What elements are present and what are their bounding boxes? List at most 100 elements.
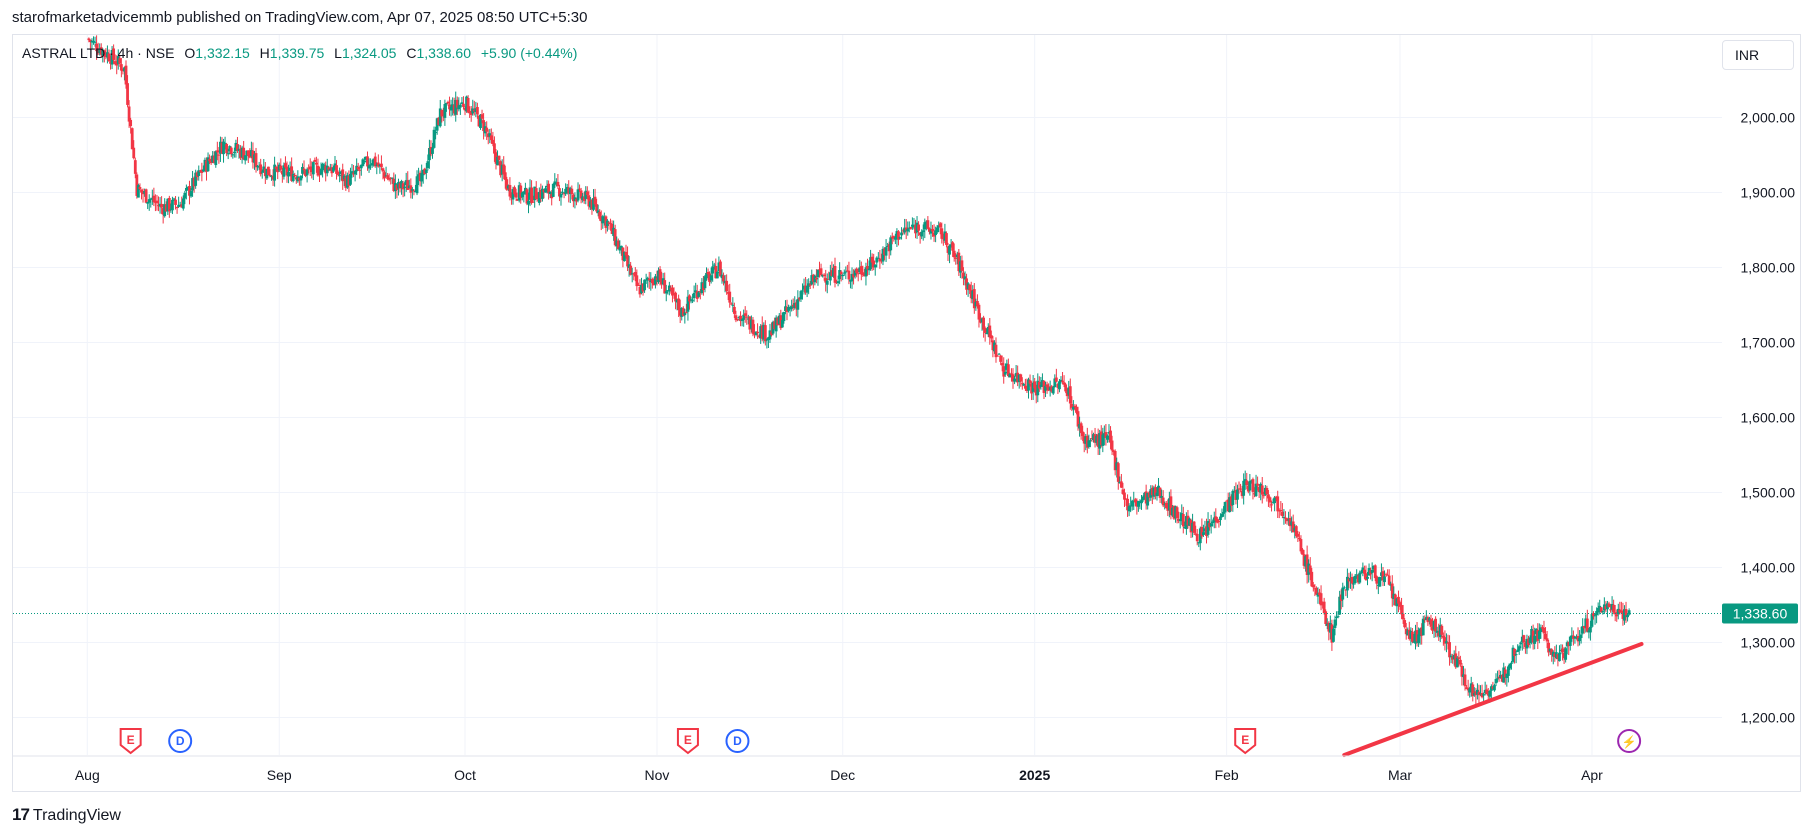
candle-body-up xyxy=(1627,610,1631,615)
candle-body-up xyxy=(993,342,996,352)
candle-body-up xyxy=(1616,608,1620,615)
candle-body-down xyxy=(708,273,712,283)
candle-body-down xyxy=(578,188,581,190)
candle-body-up xyxy=(253,154,256,163)
chart-frame[interactable] xyxy=(12,34,1801,792)
candle-body-down xyxy=(107,53,111,62)
candle-body-down xyxy=(968,284,972,291)
candle-body-up xyxy=(523,187,527,193)
candle-body-up xyxy=(720,274,724,279)
candle-body-up xyxy=(712,264,716,266)
candle-body-up xyxy=(1236,489,1239,500)
candle-body-up xyxy=(181,198,185,209)
candle-body-up xyxy=(584,190,588,199)
candle-body-up xyxy=(1157,485,1160,493)
candle-body-up xyxy=(544,188,547,193)
candle-body-down xyxy=(633,272,637,277)
candle-body-down xyxy=(647,278,651,281)
candle-body-down xyxy=(684,312,688,314)
candle-body-down xyxy=(839,271,843,275)
candle-body-down xyxy=(389,177,393,179)
candle-body-up xyxy=(1602,604,1606,611)
candle-body-up xyxy=(1163,504,1167,506)
tradingview-footer[interactable]: 17 TradingView xyxy=(12,805,121,825)
x-tick-label: 2025 xyxy=(1019,767,1050,783)
candle-body-up xyxy=(537,191,541,203)
candle-body-up xyxy=(1222,511,1225,514)
candle-body-down xyxy=(779,315,783,329)
candle-body-down xyxy=(635,275,639,287)
candle-body-up xyxy=(1428,618,1431,621)
candle-body-down xyxy=(175,207,179,209)
candle-body-up xyxy=(793,302,797,308)
candle-body-down xyxy=(794,302,798,309)
candle-body-up xyxy=(1039,384,1043,387)
candle-body-down xyxy=(1262,495,1266,497)
candle-body-down xyxy=(1401,613,1405,620)
candle-body-down xyxy=(1076,411,1080,427)
currency-button[interactable]: INR xyxy=(1722,40,1794,70)
candle-body-up xyxy=(191,178,194,191)
candle-body-down xyxy=(745,316,749,318)
candle-body-down xyxy=(510,195,513,198)
candle-body-up xyxy=(517,185,521,201)
candle-body-up xyxy=(1528,637,1532,644)
y-tick-label: 2,000.00 xyxy=(1741,110,1796,126)
candle-body-down xyxy=(1531,630,1535,643)
candle-body-down xyxy=(571,194,575,202)
candle-body-down xyxy=(1513,648,1516,656)
candle-body-up xyxy=(349,173,352,185)
candle-body-down xyxy=(621,247,625,261)
candle-body-up xyxy=(573,197,577,202)
candle-body-up xyxy=(1570,635,1574,639)
candle-body-down xyxy=(1054,377,1058,382)
candle-body-down xyxy=(1208,522,1212,528)
candle-body-down xyxy=(304,170,307,177)
candle-body-up xyxy=(1141,496,1145,501)
candle-body-up xyxy=(393,182,397,192)
candle-body-down xyxy=(1154,487,1157,496)
candle-body-down xyxy=(440,109,444,117)
candle-body-up xyxy=(1395,598,1399,607)
candle-body-down xyxy=(1457,657,1461,659)
candle-body-down xyxy=(280,170,284,175)
candle-body-down xyxy=(217,154,221,156)
candle-body-up xyxy=(177,204,181,207)
candle-body-down xyxy=(1390,583,1394,599)
candle-body-up xyxy=(1361,567,1365,574)
candle-body-down xyxy=(267,166,270,176)
candle-body-down xyxy=(598,212,602,219)
candle-body-down xyxy=(246,150,250,156)
candle-body-up xyxy=(694,290,698,293)
candle-body-up xyxy=(1008,374,1012,378)
candle-body-down xyxy=(112,48,116,60)
candle-body-down xyxy=(1253,493,1256,495)
x-tick-label: Dec xyxy=(830,767,855,783)
candle-body-down xyxy=(609,223,612,225)
candle-body-down xyxy=(1033,381,1037,389)
candle-body-up xyxy=(1031,382,1035,392)
candle-body-up xyxy=(1380,572,1383,576)
candle-body-up xyxy=(784,306,787,312)
candle-body-down xyxy=(822,274,826,277)
candle-body-up xyxy=(189,191,193,197)
candle-body-up xyxy=(705,272,708,279)
candle-body-down xyxy=(996,355,999,357)
candle-body-down xyxy=(268,174,272,177)
candle-body-down xyxy=(999,355,1003,362)
candle-body-down xyxy=(356,166,360,170)
y-tick-label: 1,700.00 xyxy=(1741,335,1796,351)
candle-body-down xyxy=(706,271,710,275)
candle-body-down xyxy=(462,103,465,107)
candle-body-down xyxy=(776,318,780,326)
candle-body-up xyxy=(1516,649,1520,652)
candle-body-down xyxy=(835,281,838,284)
candle-body-up xyxy=(749,319,753,329)
candle-body-up xyxy=(723,280,727,284)
candle-body-up xyxy=(1472,693,1476,696)
symbol-label[interactable]: ASTRAL LTD · 4h · NSE xyxy=(22,45,175,61)
dividend-marker: D xyxy=(168,729,193,753)
dividend-letter: D xyxy=(733,734,742,748)
candle-body-down xyxy=(1542,627,1546,634)
